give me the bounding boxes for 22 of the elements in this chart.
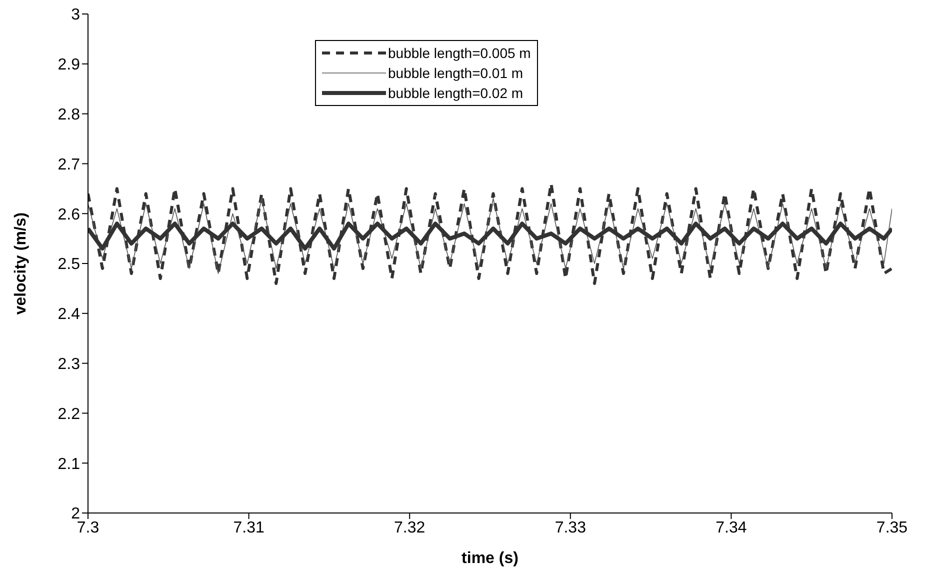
y-tick-label: 2.4 (58, 306, 80, 324)
y-tick-label: 2.6 (58, 206, 80, 224)
y-tick-label: 2.8 (58, 106, 80, 124)
legend-label: bubble length=0.02 m (388, 85, 524, 101)
y-tick-label: 3 (71, 6, 80, 24)
x-tick-label: 7.32 (394, 519, 426, 536)
x-tick-label: 7.34 (716, 519, 747, 536)
y-tick-label: 2.3 (58, 356, 80, 373)
y-tick-label: 2.1 (58, 456, 80, 473)
line-series (88, 198, 892, 274)
x-tick-label: 7.33 (554, 519, 586, 536)
y-tick-label: 2.9 (58, 56, 80, 74)
x-axis-title: time (s) (462, 550, 518, 567)
x-tick-label: 7.35 (876, 519, 908, 536)
legend-label: bubble length=0.01 m (388, 65, 524, 81)
line-series (88, 182, 892, 285)
y-tick-label: 2.2 (58, 406, 80, 423)
x-tick-label: 7.31 (233, 519, 264, 536)
y-tick-label: 2.5 (58, 256, 80, 274)
legend-label: bubble length=0.005 m (388, 45, 531, 61)
y-axis-title: velocity (m/s) (12, 212, 30, 315)
y-tick-label: 2.7 (58, 156, 80, 174)
